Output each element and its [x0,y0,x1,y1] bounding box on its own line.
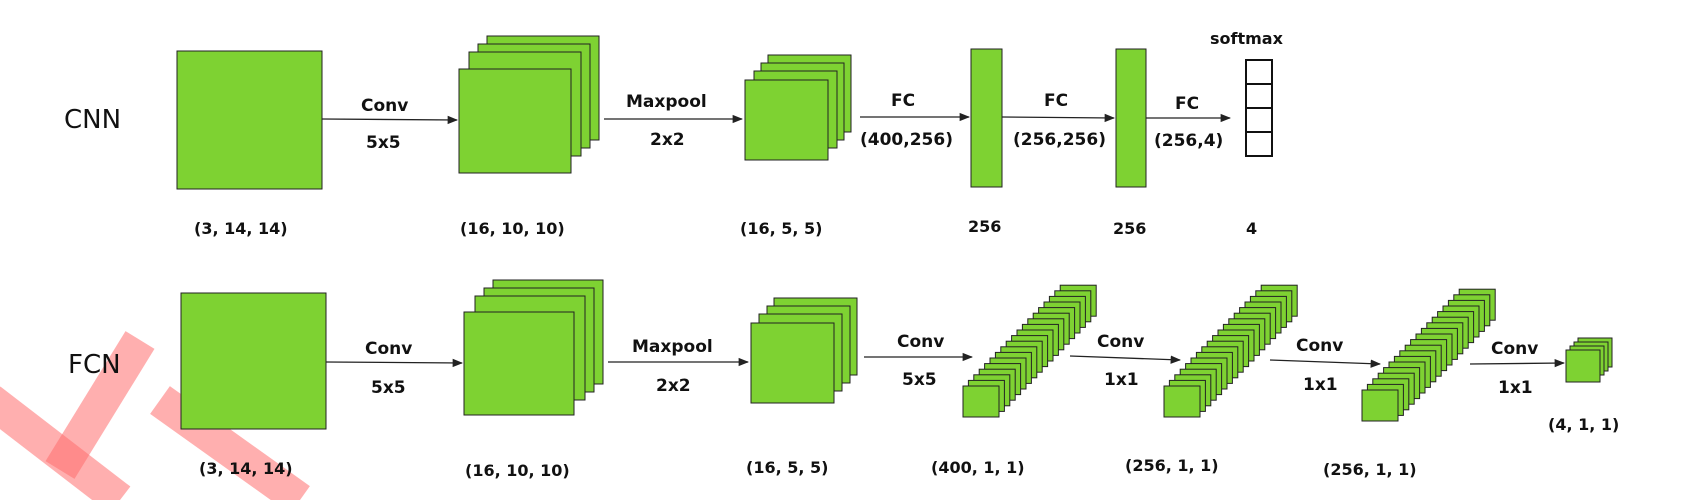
fcn-arrow-conv5 [1469,358,1566,368]
fcn-op-pool-param: 2x2 [656,376,691,396]
fcn-op-conv2-param: 5x5 [902,370,937,390]
cnn-op-fc1-param: (400,256) [860,130,953,150]
cnn-op-fc3-param: (256,4) [1154,131,1223,151]
cnn-arrow-fc2 [1001,113,1116,123]
fcn-pool-stack [750,297,858,404]
cnn-shape-input: (3, 14, 14) [194,219,288,238]
fcn-shape-conv3: (256, 1, 1) [1125,456,1219,475]
cnn-pool-stack [744,54,852,161]
cnn-fc1-bar [970,48,1003,188]
fcn-conv-stack [463,279,604,416]
fcn-shape-pool: (16, 5, 5) [746,458,828,477]
fcn-op-conv1-param: 5x5 [371,378,406,398]
cnn-fc2-bar [1115,48,1147,188]
fcn-output-stack [1565,337,1613,383]
fcn-arrow-conv4 [1269,359,1382,368]
cnn-arrow-conv [321,115,459,125]
fcn-shape-conv1: (16, 10, 10) [465,461,570,480]
cnn-softmax-label: softmax [1210,29,1284,48]
fcn-shape-conv2: (400, 1, 1) [931,458,1025,477]
cnn-shape-pool: (16, 5, 5) [740,219,822,238]
cnn-row-label: CNN [64,105,121,135]
cnn-op-pool-param: 2x2 [650,130,685,150]
fcn-op-conv3-param: 1x1 [1104,370,1139,390]
fcn-shape-output: (4, 1, 1) [1548,415,1619,434]
fcn-op-conv5-name: Conv [1491,339,1538,359]
fcn-stack-256b [1361,288,1496,422]
cnn-input-block [176,50,323,190]
feature-slice [962,385,1000,418]
fcn-op-pool-name: Maxpool [632,337,713,357]
fcn-op-conv4-param: 1x1 [1303,375,1338,395]
fcn-shape-input: (3, 14, 14) [199,459,293,478]
cnn-op-fc2-param: (256,256) [1013,130,1106,150]
fcn-op-conv2-name: Conv [897,332,944,352]
fcn-input-block [180,292,327,430]
cnn-op-fc3-name: FC [1175,94,1199,114]
cnn-op-conv-name: Conv [361,96,408,116]
cnn-softmax-vector [1245,59,1273,157]
cnn-shape-softmax: 4 [1246,219,1257,238]
cnn-op-fc2-name: FC [1044,91,1068,111]
feature-slice [1361,389,1399,422]
fcn-op-conv5-param: 1x1 [1498,378,1533,398]
fcn-arrow-conv1 [325,358,464,368]
fcn-row-label: FCN [68,350,121,380]
cnn-op-fc1-name: FC [891,91,915,111]
cnn-shape-conv: (16, 10, 10) [460,219,565,238]
cnn-op-pool-name: Maxpool [626,92,707,112]
fcn-stack-256a [1163,284,1298,418]
cnn-shape-fc2: 256 [1113,219,1146,238]
cnn-op-conv-param: 5x5 [366,133,401,153]
fcn-arrow-conv3 [1069,355,1182,364]
cnn-shape-fc1: 256 [968,217,1001,236]
fcn-op-conv1-name: Conv [365,339,412,359]
fcn-shape-conv4: (256, 1, 1) [1323,460,1417,479]
feature-slice [1163,385,1201,418]
cnn-conv-stack [458,35,600,174]
fcn-stack-400 [962,284,1097,418]
fcn-op-conv4-name: Conv [1296,336,1343,356]
fcn-op-conv3-name: Conv [1097,332,1144,352]
